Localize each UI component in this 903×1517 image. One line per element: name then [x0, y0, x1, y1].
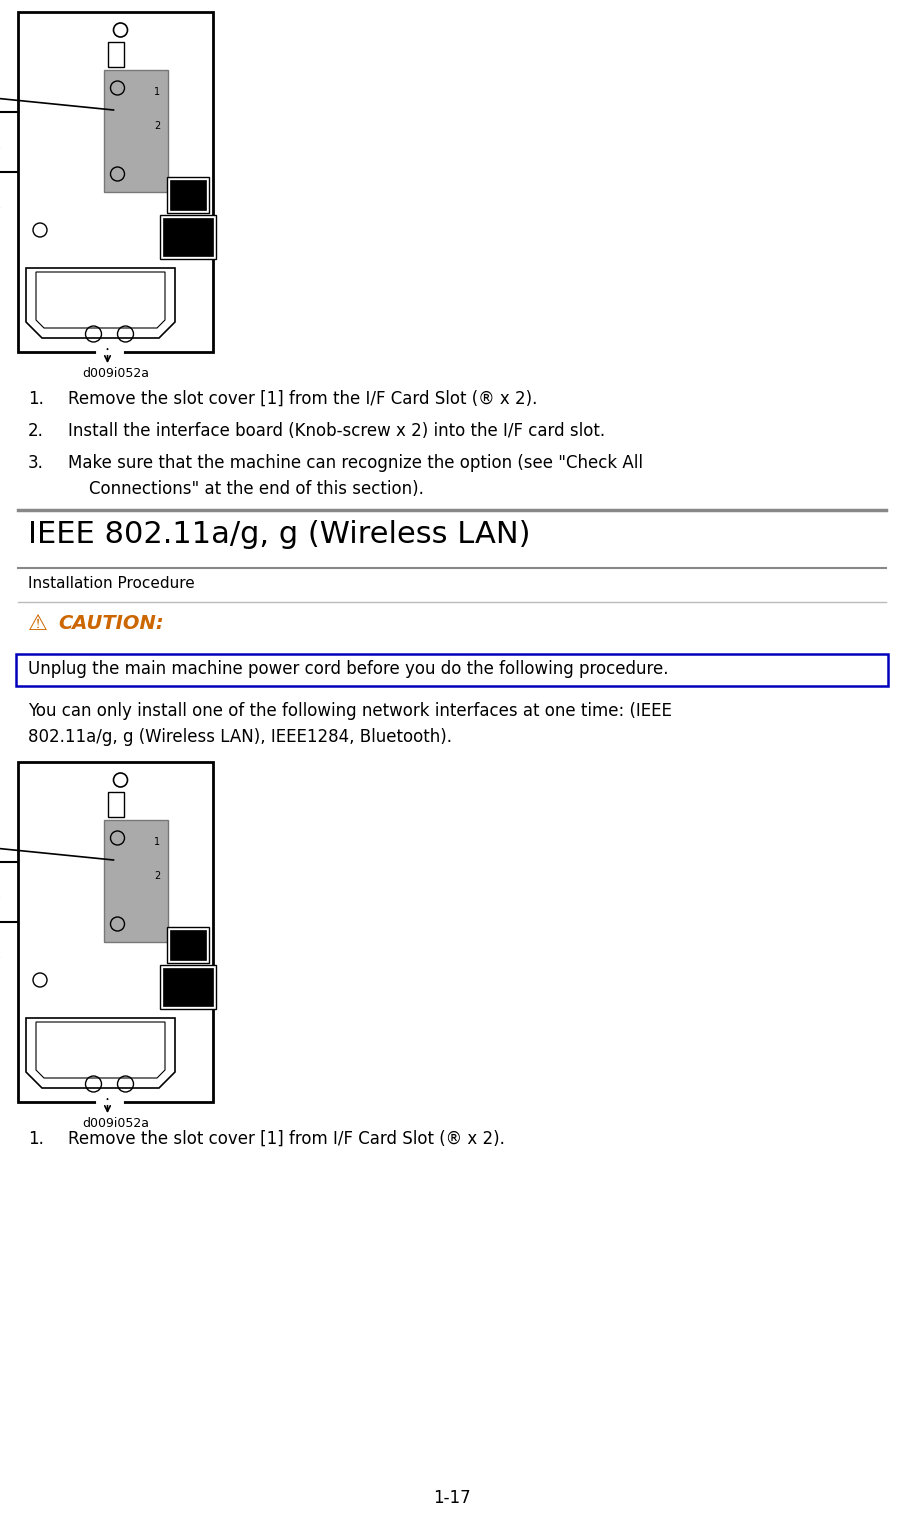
Text: ⚠: ⚠ [28, 614, 48, 634]
Text: Remove the slot cover [1] from I/F Card Slot (® x 2).: Remove the slot cover [1] from I/F Card … [68, 1130, 504, 1148]
Text: Connections" at the end of this section).: Connections" at the end of this section)… [68, 479, 424, 498]
Text: Remove the slot cover [1] from the I/F Card Slot (® x 2).: Remove the slot cover [1] from the I/F C… [68, 390, 536, 408]
Text: 1: 1 [154, 86, 161, 97]
Text: CAUTION:: CAUTION: [58, 614, 163, 633]
Text: IEEE 802.11a/g, g (Wireless LAN): IEEE 802.11a/g, g (Wireless LAN) [28, 520, 530, 549]
Text: Install the interface board (Knob-screw x 2) into the I/F card slot.: Install the interface board (Knob-screw … [68, 422, 604, 440]
Polygon shape [166, 177, 209, 212]
Polygon shape [107, 792, 124, 818]
Polygon shape [159, 965, 215, 1009]
Text: d009i052a: d009i052a [82, 1117, 149, 1130]
Text: Make sure that the machine can recognize the option (see "Check All: Make sure that the machine can recognize… [68, 454, 642, 472]
Text: 2: 2 [154, 121, 161, 130]
Polygon shape [170, 181, 205, 209]
Polygon shape [163, 968, 212, 1006]
Text: 1-17: 1-17 [433, 1490, 470, 1506]
Polygon shape [103, 70, 167, 193]
Polygon shape [103, 821, 167, 942]
Polygon shape [170, 930, 205, 960]
Text: 2: 2 [154, 871, 161, 881]
Text: 1.: 1. [28, 390, 44, 408]
Text: 1: 1 [154, 837, 161, 846]
Text: Installation Procedure: Installation Procedure [28, 576, 194, 592]
Polygon shape [18, 12, 213, 352]
Text: d009i052a: d009i052a [82, 367, 149, 379]
Text: You can only install one of the following network interfaces at one time: (IEEE: You can only install one of the followin… [28, 702, 671, 721]
Polygon shape [107, 42, 124, 67]
Polygon shape [159, 215, 215, 259]
Text: 3.: 3. [28, 454, 44, 472]
Text: Unplug the main machine power cord before you do the following procedure.: Unplug the main machine power cord befor… [28, 660, 667, 678]
Polygon shape [166, 927, 209, 963]
Text: 2.: 2. [28, 422, 44, 440]
Polygon shape [163, 218, 212, 256]
Text: 1.: 1. [28, 1130, 44, 1148]
Polygon shape [18, 762, 213, 1101]
Text: 802.11a/g, g (Wireless LAN), IEEE1284, Bluetooth).: 802.11a/g, g (Wireless LAN), IEEE1284, B… [28, 728, 451, 746]
